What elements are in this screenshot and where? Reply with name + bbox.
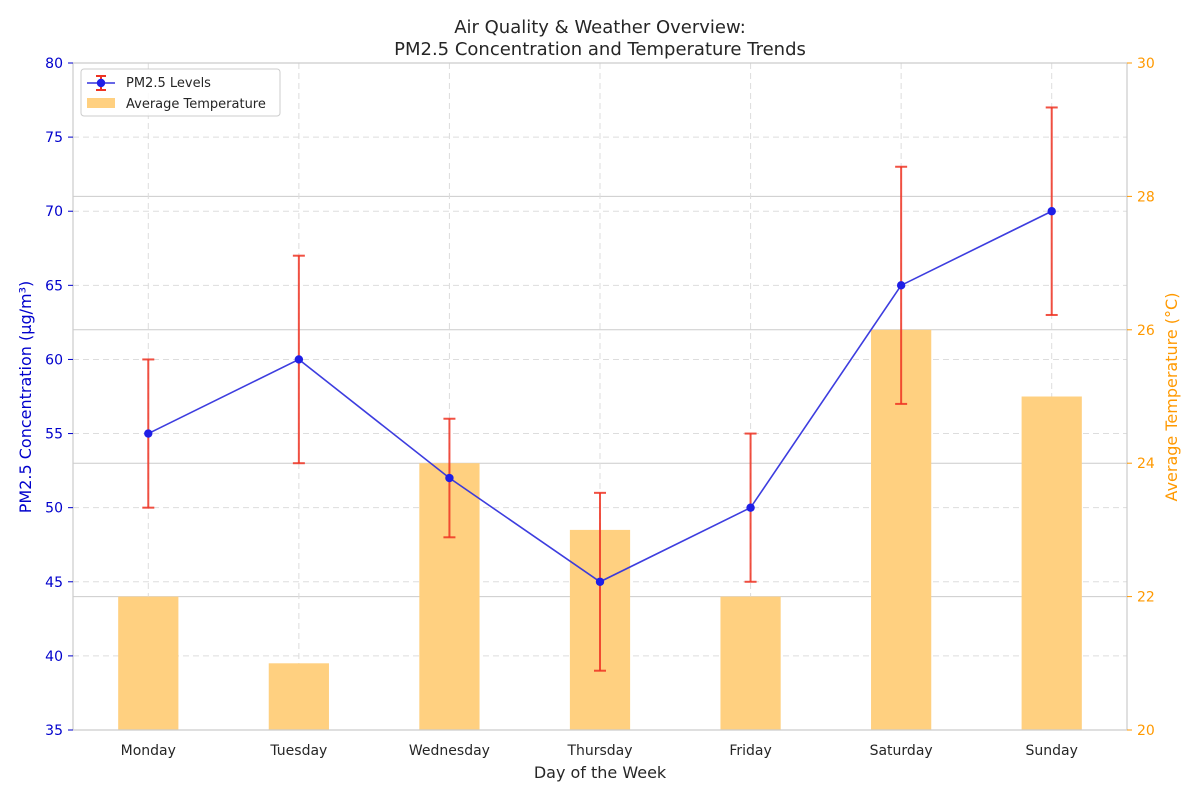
tick-x-label-1: Tuesday <box>269 743 327 759</box>
tick-left-label-9: 80 <box>45 56 63 72</box>
tick-x-label-2: Wednesday <box>409 743 490 759</box>
tick-left-label-4: 55 <box>45 427 63 443</box>
tick-left-label-3: 50 <box>45 501 63 517</box>
legend-temperature-label: Average Temperature <box>126 97 266 112</box>
tick-right-label-2: 24 <box>1137 456 1155 472</box>
pm25-point-1 <box>294 355 304 364</box>
tick-right-label-0: 20 <box>1137 723 1155 739</box>
tick-left-label-6: 65 <box>45 278 63 294</box>
pm25-point-0 <box>144 429 153 438</box>
pm25-point-2 <box>445 473 454 483</box>
tick-right-label-5: 30 <box>1137 56 1155 72</box>
y-axis-label-left: PM2.5 Concentration (µg/m³) <box>16 281 35 513</box>
chart-title-line-1: Air Quality & Weather Overview: <box>454 17 746 38</box>
pm25-line-series <box>144 207 1056 586</box>
pm25-point-4 <box>746 503 755 512</box>
pm25-point-6 <box>1047 207 1056 216</box>
y-axis-label-right: Average Temperature (°C) <box>1162 293 1181 502</box>
tick-x-label-4: Friday <box>729 743 771 759</box>
legend-pm25-label: PM2.5 Levels <box>126 76 211 91</box>
pm25-point-5 <box>896 281 906 290</box>
chart-title-line-2: PM2.5 Concentration and Temperature Tren… <box>394 39 806 60</box>
temperature-bar-1 <box>268 663 329 730</box>
tick-left-label-8: 75 <box>45 130 63 146</box>
tick-left-label-0: 35 <box>45 723 63 739</box>
legend-frame <box>80 68 281 117</box>
tick-x-label-3: Thursday <box>566 743 632 759</box>
legend-temperature-swatch <box>87 98 115 108</box>
tick-x-label-6: Sunday <box>1026 743 1078 759</box>
x-axis-label: Day of the Week <box>534 763 667 782</box>
legend: PM2.5 Levels Average Temperature <box>80 68 281 117</box>
axes-layer <box>72 62 1128 731</box>
tick-right-label-3: 26 <box>1137 323 1155 339</box>
temperature-bar-4 <box>720 596 781 730</box>
tick-x-label-0: Monday <box>121 743 176 759</box>
tick-left-label-7: 70 <box>45 204 63 220</box>
temperature-bar-6 <box>1021 396 1082 730</box>
tick-left-label-2: 45 <box>45 575 63 591</box>
legend-pm25-marker <box>96 78 106 88</box>
tick-left-label-5: 60 <box>45 352 63 368</box>
temperature-bar-0 <box>118 596 179 730</box>
tick-right-label-4: 28 <box>1137 189 1155 205</box>
pm25-point-3 <box>595 577 605 586</box>
tick-right-label-1: 22 <box>1137 590 1155 606</box>
tick-x-label-5: Saturday <box>870 743 933 759</box>
tick-labels: 35 40 45 50 55 60 65 70 75 80 20 22 24 26 28 30 Monday Tu… <box>45 56 1155 759</box>
tick-left-label-1: 40 <box>45 649 63 665</box>
